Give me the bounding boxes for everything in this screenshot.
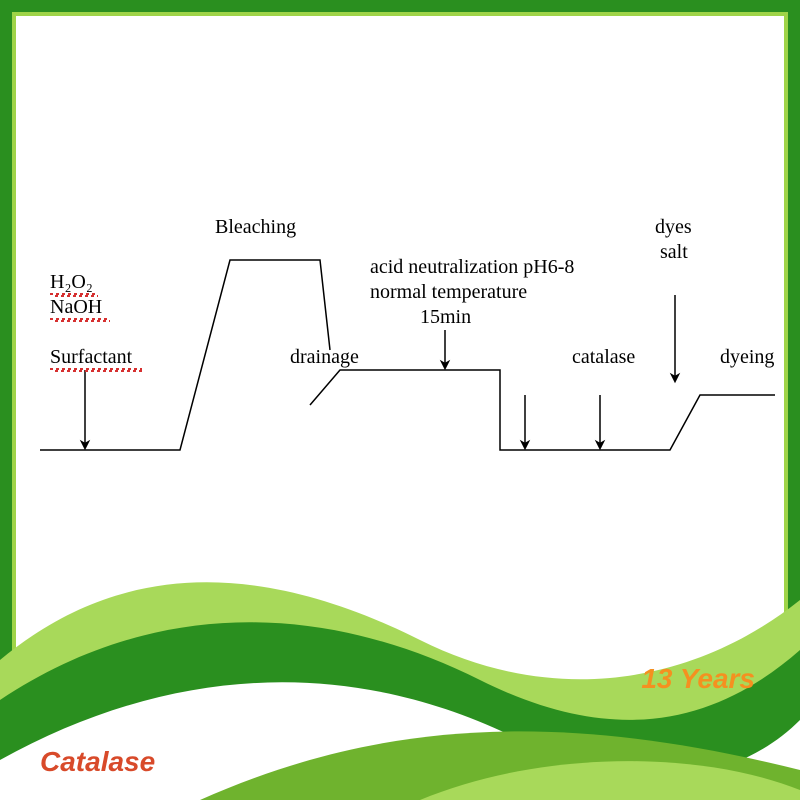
spellcheck-squiggle [50,368,142,370]
diagram-label: acid neutralization pH6-8 [370,256,574,279]
brand-left: Catalase [40,746,155,778]
diagram-canvas: H₂O₂NaOH Surfactant Bleaching drainage acid … [0,0,800,800]
diagram-label: Bleaching [215,216,296,239]
process-line-2 [310,370,775,450]
diagram-label: 15min [420,306,471,329]
diagram-label: H₂O₂ [50,271,93,294]
diagram-label: normal temperature [370,281,527,304]
diagram-label: dyeing [720,346,774,369]
diagram-label: dyes [655,216,692,239]
diagram-label: drainage [290,346,359,369]
diagram-label: salt [660,241,688,264]
brand-right: 13 Years [641,663,755,695]
diagram-label: NaOH [50,296,102,319]
spellcheck-squiggle [50,293,96,295]
spellcheck-squiggle [50,318,108,320]
diagram-label: Surfactant [50,346,132,369]
diagram-label: catalase [572,346,635,369]
